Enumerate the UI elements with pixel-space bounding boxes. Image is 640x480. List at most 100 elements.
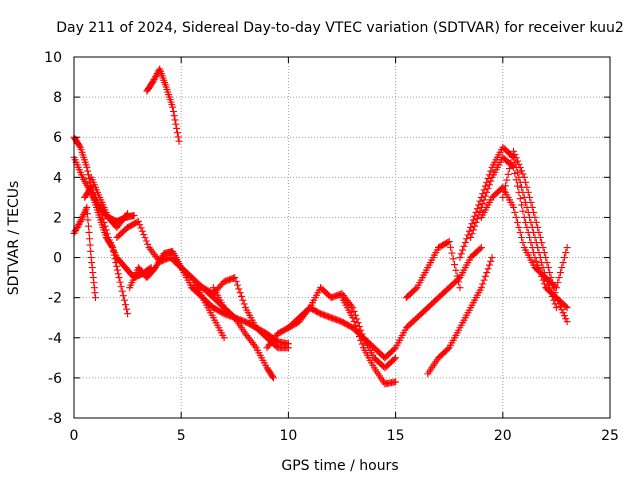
data-point-marker xyxy=(447,243,455,251)
data-point-marker xyxy=(523,223,531,231)
series-track-17 xyxy=(424,254,496,378)
x-tick-label: 25 xyxy=(601,428,619,444)
data-point-marker xyxy=(232,277,240,285)
data-point-marker xyxy=(150,76,158,84)
data-point-marker xyxy=(100,218,108,226)
data-point-marker xyxy=(220,334,228,342)
y-tick-label: 0 xyxy=(53,251,62,267)
data-point-marker xyxy=(392,354,400,362)
data-point-marker xyxy=(463,235,471,243)
data-point-marker xyxy=(451,261,459,269)
data-point-marker xyxy=(540,249,548,257)
data-point-marker xyxy=(538,239,546,247)
data-point-marker xyxy=(558,264,566,272)
data-point-marker xyxy=(153,262,161,270)
series-track-21 xyxy=(499,147,571,312)
data-point-marker xyxy=(546,269,554,277)
data-point-marker xyxy=(248,339,256,347)
data-point-marker xyxy=(79,212,87,220)
data-point-marker xyxy=(80,210,88,218)
data-point-marker xyxy=(481,272,489,280)
data-point-marker xyxy=(512,213,520,221)
data-point-marker xyxy=(351,321,359,329)
data-point-marker xyxy=(266,340,274,348)
data-point-marker xyxy=(500,188,508,196)
data-point-marker xyxy=(82,205,90,213)
data-point-marker xyxy=(113,262,121,270)
data-point-marker xyxy=(390,345,398,353)
data-point-marker xyxy=(264,342,272,350)
data-point-marker xyxy=(152,73,160,81)
y-tick-label: -8 xyxy=(48,411,62,427)
data-point-marker xyxy=(140,230,148,238)
data-point-marker xyxy=(97,207,105,215)
data-point-marker xyxy=(542,254,550,262)
data-point-marker xyxy=(479,280,487,288)
x-tick-label: 10 xyxy=(279,428,297,444)
data-point-marker xyxy=(115,274,123,282)
data-point-marker xyxy=(527,198,535,206)
data-point-marker xyxy=(532,257,540,265)
data-point-marker xyxy=(145,244,153,252)
data-point-marker xyxy=(556,269,564,277)
data-point-marker xyxy=(531,213,539,221)
data-point-marker xyxy=(77,216,85,224)
data-point-marker xyxy=(539,244,547,252)
data-point-marker xyxy=(142,237,150,245)
data-point-marker xyxy=(173,129,181,137)
data-point-marker xyxy=(481,192,489,200)
data-point-marker xyxy=(516,164,524,172)
data-point-marker xyxy=(78,214,86,222)
data-point-marker xyxy=(103,230,111,238)
x-tick-label: 5 xyxy=(177,428,186,444)
data-point-marker xyxy=(153,254,161,262)
data-point-marker xyxy=(138,227,146,235)
data-point-marker xyxy=(510,163,518,171)
data-point-marker xyxy=(469,226,477,234)
data-point-marker xyxy=(468,230,476,238)
data-point-marker xyxy=(412,285,420,293)
data-point-marker xyxy=(487,257,495,265)
data-point-marker xyxy=(118,287,126,295)
data-point-marker xyxy=(130,211,138,219)
data-point-marker xyxy=(75,220,83,228)
data-point-marker xyxy=(240,300,248,308)
data-point-marker xyxy=(76,219,84,227)
chart-title: Day 211 of 2024, Sidereal Day-to-day VTE… xyxy=(56,20,624,36)
data-point-marker xyxy=(524,188,532,196)
data-point-marker xyxy=(149,77,157,85)
data-point-marker xyxy=(350,317,358,325)
data-point-marker xyxy=(526,234,534,241)
data-point-marker xyxy=(269,373,277,381)
data-point-marker xyxy=(117,283,125,291)
data-point-marker xyxy=(251,342,259,350)
data-point-marker xyxy=(236,289,244,297)
data-point-marker xyxy=(169,103,177,111)
data-point-marker xyxy=(83,163,91,171)
x-tick-label: 0 xyxy=(70,428,79,444)
data-point-marker xyxy=(349,314,357,322)
data-point-marker xyxy=(548,279,556,287)
data-point-marker xyxy=(355,333,363,341)
data-point-marker xyxy=(515,160,523,168)
data-point-marker xyxy=(172,120,180,128)
data-point-marker xyxy=(84,167,92,175)
data-point-marker xyxy=(171,116,179,124)
data-point-marker xyxy=(113,266,121,274)
data-point-marker xyxy=(485,261,493,269)
series-track-18 xyxy=(456,143,560,312)
data-point-marker xyxy=(514,157,522,165)
data-point-marker xyxy=(526,193,534,201)
data-point-marker xyxy=(477,284,485,292)
data-point-marker xyxy=(84,216,92,224)
data-point-marker xyxy=(558,306,566,314)
data-point-marker xyxy=(524,228,532,236)
data-point-marker xyxy=(284,340,292,348)
data-point-marker xyxy=(503,176,511,184)
data-point-marker xyxy=(231,274,239,282)
data-point-marker xyxy=(499,193,507,201)
data-point-marker xyxy=(235,285,243,293)
data-point-marker xyxy=(511,151,519,159)
data-point-marker xyxy=(247,337,255,345)
